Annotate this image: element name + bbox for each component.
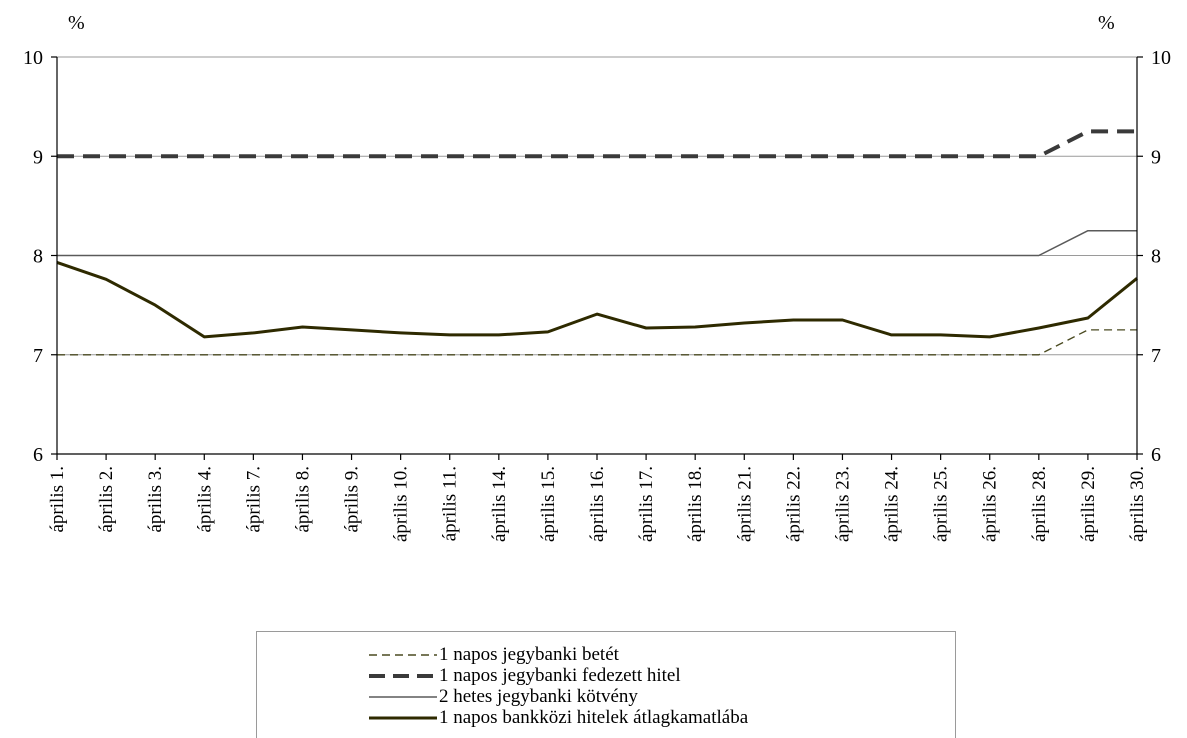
interbank-rate-line bbox=[56, 260, 1138, 339]
left-y-tick-label: 8 bbox=[33, 246, 43, 268]
x-tick-label: április 11. bbox=[440, 466, 461, 541]
axes bbox=[51, 56, 1143, 460]
right-y-tick-label: 10 bbox=[1151, 47, 1171, 69]
x-tick-label: április 8. bbox=[293, 466, 314, 533]
right-y-tick-label: 8 bbox=[1151, 246, 1161, 268]
deposit-line bbox=[57, 329, 1137, 356]
gridlines bbox=[57, 56, 1137, 356]
x-tick-label: április 22. bbox=[783, 466, 804, 542]
series-lines bbox=[56, 129, 1138, 356]
legend-item-interbank: 1 napos bankközi hitelek átlagkamatlába bbox=[367, 708, 748, 728]
x-tick-label: április 21. bbox=[734, 466, 755, 542]
legend-swatch-interbank bbox=[369, 716, 437, 720]
line-chart: 6 6 7 7 8 8 9 9 10 10 április 1. április 2. április … bbox=[23, 47, 1171, 542]
legend-item-deposit: 1 napos jegybanki betét bbox=[367, 645, 619, 665]
left-y-tick-label: 10 bbox=[23, 47, 43, 69]
collateral-loan-line bbox=[57, 129, 1137, 159]
right-y-tick-label: 7 bbox=[1151, 345, 1161, 367]
x-tick-label: április 14. bbox=[489, 466, 510, 542]
x-tick-label: április 16. bbox=[587, 466, 608, 542]
x-tick-label: április 9. bbox=[342, 466, 363, 533]
x-tick-label: április 15. bbox=[538, 466, 559, 542]
x-tick-label: április 23. bbox=[833, 466, 854, 542]
x-tick-label: április 4. bbox=[194, 466, 215, 533]
legend-label-deposit: 1 napos jegybanki betét bbox=[439, 644, 619, 665]
right-y-tick-label: 9 bbox=[1151, 146, 1161, 168]
x-tick-label: április 18. bbox=[685, 466, 706, 542]
left-y-tick-label: 6 bbox=[33, 444, 43, 466]
x-tick-label: április 3. bbox=[145, 466, 166, 533]
legend-swatch-deposit bbox=[369, 654, 437, 656]
bond-line bbox=[57, 229, 1137, 257]
right-y-unit-label: % bbox=[1098, 12, 1115, 34]
x-tick-label: április 26. bbox=[980, 466, 1001, 542]
x-tick-label: április 2. bbox=[96, 466, 117, 533]
x-tick-label: április 17. bbox=[636, 466, 657, 542]
legend-swatch-bond bbox=[369, 696, 437, 698]
legend-swatch-collateral-loan bbox=[369, 674, 437, 678]
legend-item-collateral-loan: 1 napos jegybanki fedezett hitel bbox=[367, 666, 681, 686]
x-tick-label: április 29. bbox=[1078, 466, 1099, 542]
left-y-tick-label: 9 bbox=[33, 146, 43, 168]
left-y-tick-label: 7 bbox=[33, 345, 43, 367]
legend-label-interbank: 1 napos bankközi hitelek átlagkamatlába bbox=[439, 707, 749, 728]
legend-item-bond: 2 hetes jegybanki kötvény bbox=[367, 687, 638, 707]
x-tick-label: április 25. bbox=[931, 466, 952, 542]
x-tick-label: április 7. bbox=[243, 466, 264, 533]
x-tick-label: április 30. bbox=[1127, 466, 1148, 542]
x-tick-label: április 10. bbox=[391, 466, 412, 542]
left-y-unit-label: % bbox=[68, 12, 85, 34]
x-tick-label: április 28. bbox=[1029, 466, 1050, 542]
x-tick-label: április 1. bbox=[47, 466, 68, 533]
legend: 1 napos jegybanki betét 1 napos jegybank… bbox=[256, 631, 956, 738]
right-y-tick-label: 6 bbox=[1151, 444, 1161, 466]
legend-label-collateral-loan: 1 napos jegybanki fedezett hitel bbox=[439, 665, 681, 686]
tick-labels: 6 6 7 7 8 8 9 9 10 10 április 1. április 2. április … bbox=[23, 47, 1171, 542]
x-tick-label: április 24. bbox=[882, 466, 903, 542]
legend-label-bond: 2 hetes jegybanki kötvény bbox=[439, 686, 638, 707]
